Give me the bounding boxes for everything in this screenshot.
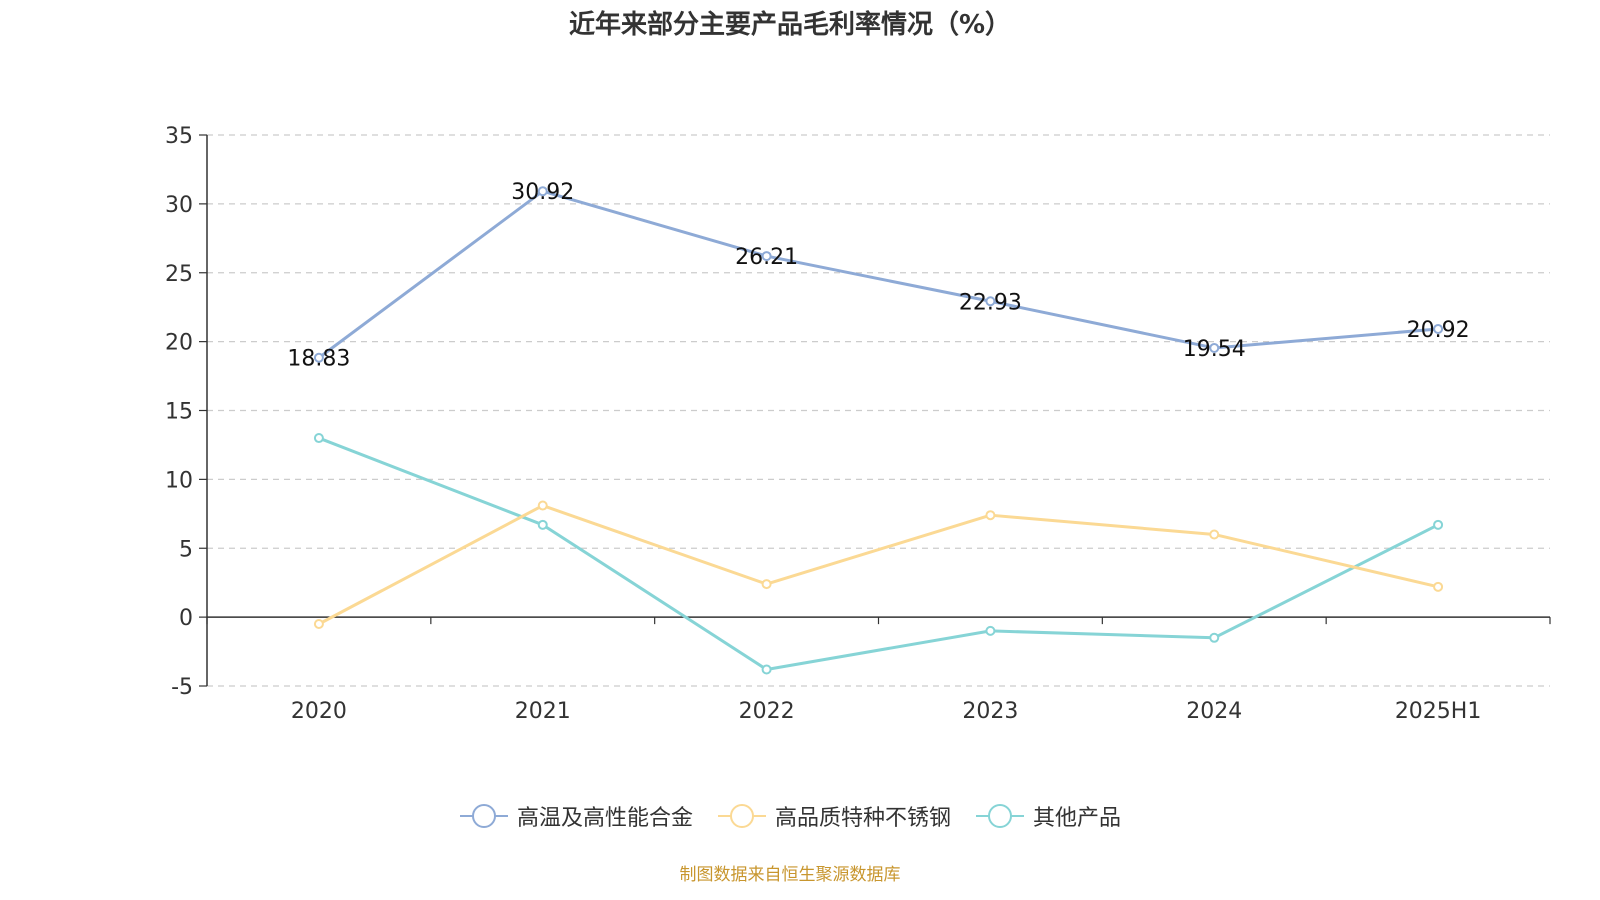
y-tick-label: 0 [179,606,193,631]
data-point [985,510,996,521]
data-point [313,433,324,444]
legend-label: 高品质特种不锈钢 [774,806,951,831]
legend-label: 其他产品 [1033,806,1122,831]
legend: 高温及高性能合金 高品质特种不锈钢 其他产品 [0,800,1580,832]
y-tick-label: 10 [165,468,193,493]
data-point [1209,529,1220,540]
y-tick-label: -5 [171,675,193,700]
legend-item[interactable]: 其他产品 [975,800,1121,832]
legend-marker-icon [976,804,1024,828]
legend-item[interactable]: 高品质特种不锈钢 [717,800,951,832]
data-label: 22.93 [959,290,1022,315]
legend-marker-icon [459,804,508,828]
data-point [761,664,772,675]
y-tick-label: 25 [165,262,193,287]
data-label: 26.21 [735,245,798,270]
data-point [537,186,548,197]
data-point [1433,581,1444,592]
legend-label: 高温及高性能合金 [516,806,693,831]
series-line [318,189,1439,359]
series-line [318,504,1439,626]
data-label: 30.92 [511,180,574,205]
data-point [313,352,324,363]
legend-item[interactable]: 高温及高性能合金 [459,800,693,832]
data-label: 19.54 [1183,337,1246,362]
data-label: 20.92 [1407,318,1470,343]
x-tick-label: 2023 [962,699,1018,724]
data-point [1209,632,1220,643]
data-point [1433,323,1444,334]
x-tick-label: 2024 [1186,699,1242,724]
data-point [537,519,548,530]
series-line [318,436,1439,671]
data-point [985,625,996,636]
y-tick-label: 5 [179,537,193,562]
data-point [761,251,772,262]
data-point [761,579,772,590]
data-label: 18.83 [287,347,350,372]
data-point [985,296,996,307]
data-point [537,500,548,511]
line-chart: 35 30 25 20 15 10 5 0 -5 2020 2021 2022 2023 2024 2025… [165,124,1551,724]
grid-lines [207,134,1550,687]
x-tick-label: 2020 [291,699,347,724]
chart-title: 近年来部分主要产品毛利率情况（%） [568,10,1012,40]
y-tick-label: 35 [165,124,193,149]
x-tick-label: 2021 [515,699,571,724]
data-point [1433,519,1444,530]
axes: 35 30 25 20 15 10 5 0 -5 2020 2021 2022 2023 2024 2025… [165,124,1551,724]
x-tick-label: 2025H1 [1395,699,1482,724]
data-labels: 18.83 30.92 26.21 22.93 19.54 20.92 [287,180,1469,372]
y-tick-label: 20 [165,331,193,356]
x-tick-label: 2022 [739,699,795,724]
data-point [313,619,324,630]
legend-marker-icon [717,804,766,828]
y-tick-label: 30 [165,193,193,218]
source-note: 制图数据来自恒生聚源数据库 [679,865,901,885]
series-lines [313,186,1444,675]
y-tick-label: 15 [165,400,193,425]
data-point [1209,342,1220,353]
